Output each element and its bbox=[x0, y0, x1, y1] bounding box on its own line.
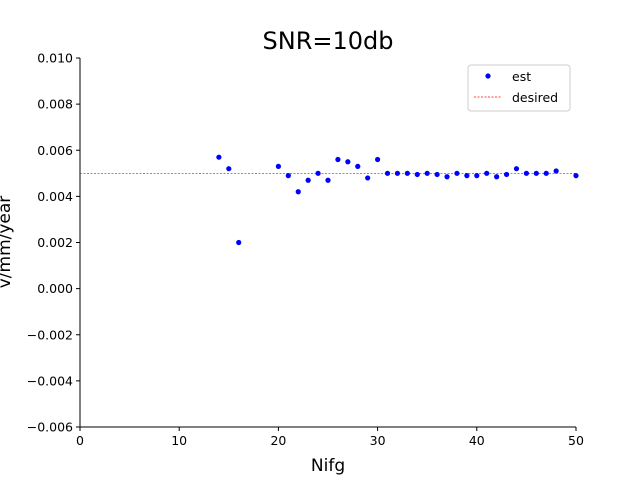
est-point bbox=[553, 168, 559, 174]
est-point bbox=[503, 171, 510, 178]
chart-title: SNR=10db bbox=[263, 27, 394, 55]
est-point bbox=[335, 156, 341, 163]
x-tick-label: 20 bbox=[270, 433, 286, 448]
y-tick-label: 0.010 bbox=[37, 51, 73, 66]
est-point bbox=[454, 170, 460, 176]
legend: est desired bbox=[467, 64, 571, 112]
series-layer bbox=[80, 154, 579, 246]
y-tick-label: 0.000 bbox=[37, 281, 73, 296]
y-tick-label: −0.004 bbox=[27, 373, 73, 388]
est-point bbox=[305, 177, 311, 183]
est-point bbox=[325, 177, 331, 183]
est-point bbox=[414, 171, 420, 178]
est-point bbox=[434, 171, 440, 178]
est-point bbox=[285, 173, 291, 179]
y-tick-label: −0.006 bbox=[27, 420, 73, 435]
x-tick-label: 50 bbox=[568, 433, 584, 448]
est-point bbox=[543, 170, 549, 176]
est-point bbox=[513, 166, 520, 172]
est-point bbox=[236, 239, 242, 246]
x-axis-label: Nifg bbox=[311, 456, 345, 476]
est-point bbox=[464, 173, 470, 179]
est-point bbox=[494, 174, 500, 180]
legend-box bbox=[467, 64, 571, 112]
est-point bbox=[484, 170, 490, 176]
y-tick-label: −0.002 bbox=[27, 327, 73, 342]
est-point bbox=[345, 159, 351, 165]
est-point bbox=[474, 173, 480, 179]
x-tick-label: 40 bbox=[469, 433, 485, 448]
est-point bbox=[533, 170, 539, 176]
est-point bbox=[404, 170, 410, 176]
est-point bbox=[275, 163, 281, 169]
y-ticks: −0.006 −0.004 −0.002 0.000 0.002 0.004 0.006 0.… bbox=[27, 51, 80, 435]
legend-label-desired: desired bbox=[512, 90, 558, 105]
y-axis-label: v/mm/year bbox=[0, 196, 15, 289]
legend-marker-est bbox=[485, 73, 491, 79]
est-point bbox=[315, 170, 321, 176]
est-point bbox=[226, 166, 232, 172]
est-point bbox=[444, 174, 450, 180]
est-point bbox=[394, 170, 401, 176]
est-point bbox=[384, 170, 391, 176]
est-point bbox=[295, 189, 301, 195]
est-point bbox=[375, 156, 381, 163]
y-tick-label: 0.006 bbox=[37, 143, 73, 158]
y-tick-label: 0.004 bbox=[37, 189, 73, 204]
y-tick-label: 0.008 bbox=[37, 97, 73, 112]
x-tick-label: 0 bbox=[76, 433, 84, 448]
est-point bbox=[216, 154, 222, 160]
plot-area: 0 10 20 30 40 50 −0.006 −0.004 −0.002 0.000 0.002… bbox=[27, 51, 584, 449]
est-point bbox=[365, 175, 371, 181]
x-tick-label: 10 bbox=[171, 433, 187, 448]
est-point bbox=[424, 170, 430, 176]
est-point bbox=[523, 170, 530, 176]
x-ticks: 0 10 20 30 40 50 bbox=[76, 427, 584, 448]
legend-label-est: est bbox=[512, 69, 531, 84]
est-point bbox=[573, 173, 579, 179]
y-tick-label: 0.002 bbox=[37, 235, 73, 250]
x-tick-label: 30 bbox=[370, 433, 386, 448]
est-point bbox=[355, 163, 361, 169]
